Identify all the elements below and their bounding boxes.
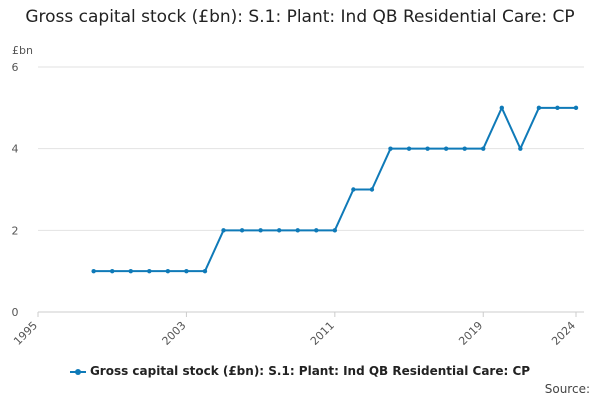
source-label: Source:: [544, 382, 590, 396]
legend-label: Gross capital stock (£bn): S.1: Plant: I…: [89, 364, 531, 378]
data-point: [351, 187, 356, 192]
legend: Gross capital stock (£bn): S.1: Plant: I…: [0, 364, 600, 378]
data-point: [314, 228, 319, 233]
legend-swatch: [69, 367, 86, 377]
data-point: [555, 105, 560, 111]
x-tick-label: 2024: [549, 319, 578, 348]
axes: 0 2 4 6 1995 2003 2011 2019 2024: [11, 61, 584, 348]
data-point: [425, 146, 430, 151]
data-point: [147, 268, 152, 274]
data-point: [128, 268, 133, 274]
y-tick-label: 2: [12, 224, 19, 237]
x-tick-label: 2011: [308, 319, 337, 348]
data-point: [258, 228, 263, 233]
y-tick-label: 6: [12, 61, 19, 74]
x-tick-label: 2019: [456, 319, 485, 348]
x-tick-label: 2003: [160, 319, 189, 348]
data-point: [499, 105, 504, 111]
data-point: [573, 105, 579, 111]
y-tick-label: 4: [12, 143, 19, 156]
data-point: [369, 187, 375, 192]
data-point: [184, 268, 189, 274]
series-group: [91, 105, 579, 274]
data-point: [276, 228, 282, 233]
data-point: [295, 228, 300, 233]
data-point: [388, 146, 393, 151]
chart-title: Gross capital stock (£bn): S.1: Plant: I…: [25, 7, 575, 27]
gridlines: [38, 66, 584, 231]
data-point: [462, 146, 467, 151]
data-point: [481, 146, 486, 151]
data-point: [221, 228, 226, 233]
data-point: [165, 268, 171, 274]
data-point: [406, 146, 412, 151]
data-point: [443, 146, 449, 151]
data-point: [239, 228, 245, 233]
data-point: [332, 228, 338, 233]
x-tick-label: 1995: [11, 319, 40, 348]
y-axis-label: £bn: [12, 44, 33, 57]
series-line: [93, 106, 576, 273]
y-tick-label: 0: [12, 306, 19, 319]
data-point: [91, 268, 96, 274]
data-point: [110, 268, 115, 274]
data-point: [518, 146, 523, 151]
data-point: [536, 105, 542, 111]
data-point: [202, 268, 208, 274]
